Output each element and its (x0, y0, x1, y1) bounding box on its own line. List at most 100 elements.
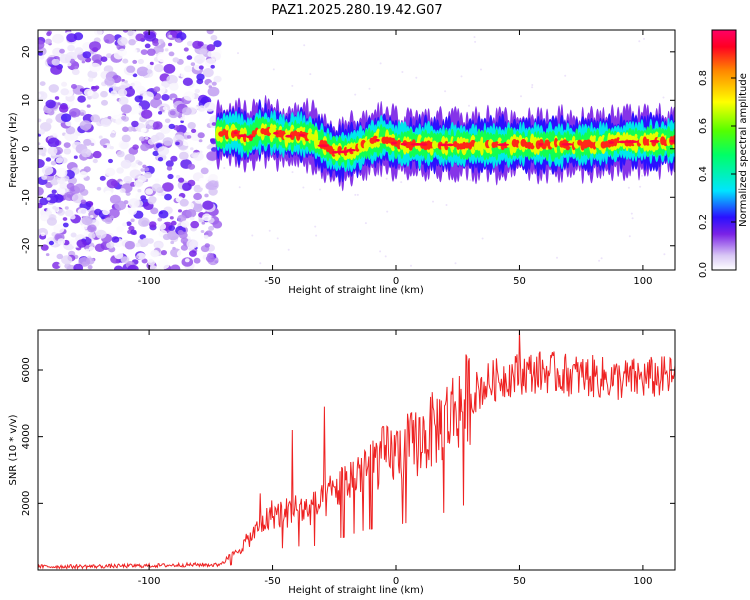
noise-blob (118, 88, 128, 97)
ridge-peak (446, 143, 454, 147)
y-tick-label: 10 (21, 94, 32, 107)
noise-speck (549, 173, 552, 175)
noise-blob (120, 159, 132, 169)
noise-blob (176, 249, 188, 258)
noise-blob (134, 95, 143, 103)
noise-blob (144, 167, 150, 172)
noise-blob (74, 47, 84, 55)
noise-speck (531, 84, 534, 86)
noise-blob (67, 44, 75, 52)
noise-speck (356, 193, 359, 196)
ridge-cell (554, 137, 558, 148)
noise-speck (303, 44, 306, 47)
noise-blob (104, 77, 115, 86)
noise-blob (210, 64, 215, 69)
noise-blob (87, 70, 98, 79)
colorbar-tick-label: 0.4 (698, 166, 709, 182)
noise-blob (191, 128, 197, 133)
noise-blob (95, 229, 107, 239)
noise-blob (116, 167, 124, 174)
noise-speck (432, 200, 434, 203)
noise-blob (111, 236, 120, 243)
noise-blob (211, 147, 218, 153)
noise-blob (120, 104, 132, 114)
noise-speck (276, 237, 279, 240)
noise-blob (74, 116, 81, 123)
noise-blob (50, 64, 63, 75)
noise-blob (114, 251, 124, 260)
noise-blob (122, 126, 129, 133)
snr-panel: -100 -50 0 50 100 2000 4000 6000 Height of str… (8, 329, 676, 596)
noise-blob (121, 79, 125, 82)
noise-blob (184, 258, 190, 263)
ridge-peak (400, 142, 408, 146)
noise-speck (564, 74, 567, 77)
noise-speck (556, 256, 558, 259)
noise-blob (52, 261, 61, 269)
noise-blob (51, 58, 60, 66)
noise-blob (186, 239, 199, 249)
noise-speck (628, 235, 631, 238)
noise-blob (196, 73, 205, 81)
noise-blob (206, 151, 219, 161)
ridge-peak (285, 134, 293, 138)
noise-blob (178, 151, 189, 160)
noise-blob (176, 38, 182, 43)
noise-blob (178, 209, 182, 213)
noise-blob (46, 197, 51, 201)
noise-blob (70, 232, 77, 238)
noise-blob (137, 161, 143, 166)
noise-blob (198, 65, 204, 70)
noise-blob (148, 221, 157, 228)
noise-blob (71, 68, 80, 76)
noise-blob (191, 231, 204, 242)
noise-blob (87, 224, 97, 233)
noise-blob (40, 232, 46, 237)
noise-blob (39, 197, 49, 206)
noise-blob (90, 114, 101, 123)
noise-blob (59, 54, 71, 64)
ridge-peak (336, 150, 349, 154)
noise-speck (385, 177, 388, 180)
noise-speck (469, 179, 472, 182)
noise-blob (38, 129, 46, 135)
noise-blob (103, 144, 107, 148)
noise-speck (445, 204, 448, 206)
noise-blob (131, 104, 143, 114)
noise-speck (368, 87, 371, 90)
noise-blob (38, 91, 48, 101)
noise-blob (186, 135, 192, 139)
noise-blob (54, 96, 60, 100)
noise-blob (53, 224, 65, 234)
noise-blob (110, 90, 118, 97)
noise-blob (99, 175, 106, 181)
colorbar-ticks: 0.0 0.2 0.4 0.6 0.8 (698, 70, 736, 278)
ridge-cell (296, 131, 301, 141)
colorbar-tick-label: 0.0 (698, 262, 709, 278)
ridge-peak (649, 139, 660, 143)
noise-blob (198, 139, 203, 143)
noise-blob (69, 108, 81, 118)
noise-blob (207, 86, 220, 97)
ridge-peak (233, 131, 238, 135)
noise-blob (114, 265, 123, 270)
noise-blob (38, 159, 45, 168)
noise-blob (165, 160, 174, 168)
noise-speck (223, 167, 226, 169)
noise-blob (73, 263, 84, 270)
ridge-cell (251, 130, 256, 138)
noise-blob (86, 104, 91, 108)
noise-blob (47, 137, 60, 148)
noise-blob (170, 155, 178, 162)
ridge-peak (346, 148, 356, 152)
snr-frame (37, 329, 676, 571)
noise-blob (168, 34, 173, 38)
ridge-cell (589, 141, 594, 149)
noise-blob (60, 113, 72, 122)
noise-blob (132, 73, 138, 78)
noise-blob (46, 118, 53, 124)
ridge-peak (390, 141, 398, 145)
noise-blob (129, 169, 141, 179)
y-tick-label: 20 (21, 45, 32, 58)
noise-blob (177, 214, 187, 223)
